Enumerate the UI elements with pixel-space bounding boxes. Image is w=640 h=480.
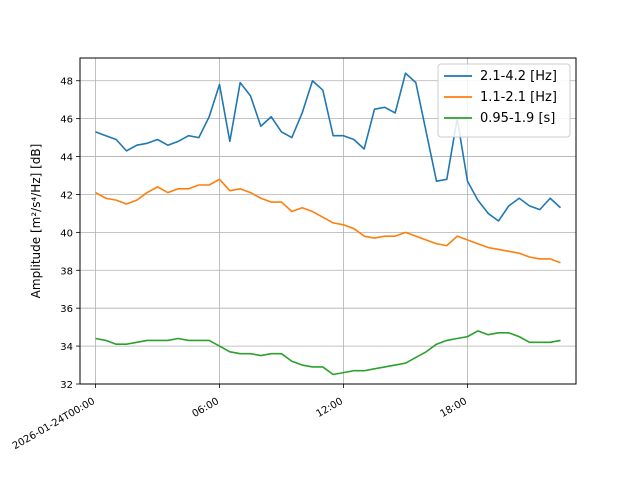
series-lines (95, 72, 562, 376)
y-axis-label: Amplitude [m²/s⁴/Hz] [dB] (29, 144, 43, 299)
y-tick-label: 48 (60, 77, 73, 88)
y-tick-label: 34 (60, 342, 73, 353)
y-tick-label: 46 (60, 115, 73, 126)
series-line (95, 330, 561, 376)
y-tick-label: 38 (60, 266, 73, 277)
y-tick-label: 32 (60, 380, 73, 391)
plot-frame (79, 57, 577, 385)
y-tick-label: 42 (60, 190, 73, 201)
y-tick-label: 36 (60, 304, 73, 315)
legend: 2.1-4.2 [Hz] 1.1-2.1 [Hz] 0.95-1.9 [s] (437, 63, 571, 138)
y-tick-label: 44 (60, 153, 73, 164)
series-line (95, 178, 561, 264)
legend-label: 0.95-1.9 [s] (480, 111, 555, 126)
grid (80, 58, 576, 385)
legend-label: 2.1-4.2 [Hz] (480, 69, 557, 84)
legend-label: 1.1-2.1 [Hz] (480, 90, 557, 105)
y-axis-ticks: 32 34 36 38 40 42 44 46 48 (60, 77, 80, 391)
y-tick-label: 40 (60, 228, 73, 239)
series-line (95, 72, 562, 222)
